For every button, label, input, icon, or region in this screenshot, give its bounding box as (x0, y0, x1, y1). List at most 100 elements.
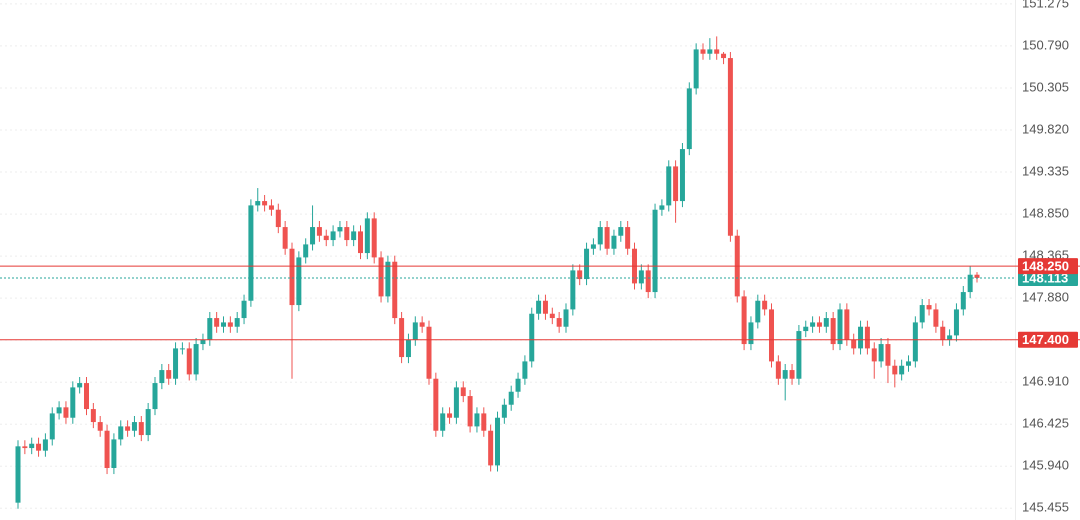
y-tick-label: 149.335 (1022, 163, 1069, 178)
candle-body (563, 309, 569, 327)
candle-body (549, 313, 555, 319)
candle-body (584, 248, 590, 280)
candle-body (234, 318, 240, 327)
candle-body (666, 166, 672, 206)
candle-body (145, 409, 151, 436)
candle-body (303, 244, 309, 258)
candle-body (721, 53, 727, 59)
candle-body (638, 270, 644, 284)
candle-body (70, 387, 76, 418)
candle-body (686, 88, 692, 150)
candle-body (679, 149, 685, 202)
level-box (1018, 331, 1078, 348)
candle-body (371, 218, 377, 258)
candle-body (419, 322, 425, 327)
y-tick-label: 147.880 (1022, 290, 1069, 305)
level-label: 148.250 (1022, 259, 1069, 274)
y-tick-label: 151.275 (1022, 0, 1069, 10)
candle-body (364, 218, 370, 254)
candle-body (919, 305, 925, 323)
candle-body (289, 248, 295, 306)
candle-body (173, 348, 179, 379)
candle-body (358, 231, 363, 254)
candle-body (248, 205, 254, 301)
candle-body (166, 370, 172, 379)
candle-body (337, 227, 343, 232)
candle-body (782, 370, 788, 379)
level-label: 147.400 (1022, 332, 1069, 347)
candle-body (769, 309, 774, 362)
candle-body (63, 407, 69, 418)
candle-body (344, 227, 350, 241)
candle-body (351, 231, 357, 241)
candle-body (460, 387, 466, 397)
candle-body (262, 201, 268, 206)
candle-body (741, 296, 747, 345)
candle-body (186, 348, 192, 375)
candle-body (953, 309, 959, 336)
candle-body (803, 326, 809, 332)
candle-body (515, 378, 521, 392)
candle-body (556, 318, 562, 327)
candle-body (433, 378, 439, 431)
candle-body (488, 430, 494, 466)
level-box (1018, 258, 1078, 275)
candle-body (207, 318, 213, 340)
candle-body (323, 235, 329, 241)
candle-body (542, 300, 548, 314)
candle-body (474, 413, 480, 427)
candle-body (536, 300, 542, 314)
candle-body (755, 300, 761, 323)
candle-body (912, 322, 918, 362)
candle-body (625, 227, 631, 249)
candle-body (447, 413, 453, 418)
candle-body (118, 426, 124, 440)
candle-body (36, 443, 42, 451)
candle-body (727, 58, 733, 236)
y-tick-label: 150.790 (1022, 37, 1069, 52)
candle-body (385, 261, 391, 297)
current-price-label: 148.113 (1022, 270, 1068, 285)
candle-body (29, 443, 35, 449)
candle-body (453, 387, 459, 418)
candle-body (84, 383, 89, 410)
candle-body (227, 322, 233, 327)
candle-body (399, 318, 405, 358)
candle-body (789, 370, 795, 379)
candle-body (378, 257, 384, 297)
candle-body (268, 205, 274, 210)
candle-body (221, 322, 226, 327)
candle-body (652, 209, 658, 293)
candle-body (412, 322, 418, 340)
candle-body (960, 292, 966, 310)
candle-body (111, 439, 117, 468)
candle-body (241, 300, 247, 319)
candle-body (42, 439, 48, 451)
candle-body (56, 407, 62, 414)
candle-body (77, 383, 83, 388)
candle-body (49, 413, 55, 440)
candle-body (310, 227, 316, 245)
candle-body (22, 446, 28, 449)
candle-body (974, 274, 980, 278)
candle-body (159, 370, 165, 384)
candle-body (495, 417, 500, 466)
candle-body (179, 348, 185, 350)
y-tick-label: 149.820 (1022, 121, 1069, 136)
candle-body (933, 309, 939, 327)
candle-body (762, 300, 768, 310)
candle-body (796, 331, 802, 379)
candle-body (611, 235, 617, 249)
candle-body (15, 446, 21, 503)
candle-body (645, 270, 651, 293)
candle-body (837, 309, 843, 345)
candle-body (816, 322, 822, 327)
candle-body (440, 413, 446, 431)
candle-body (392, 261, 398, 319)
candle-body (878, 344, 884, 362)
candle-body (906, 361, 911, 366)
candle-body (830, 318, 836, 345)
candle-body (940, 326, 946, 340)
